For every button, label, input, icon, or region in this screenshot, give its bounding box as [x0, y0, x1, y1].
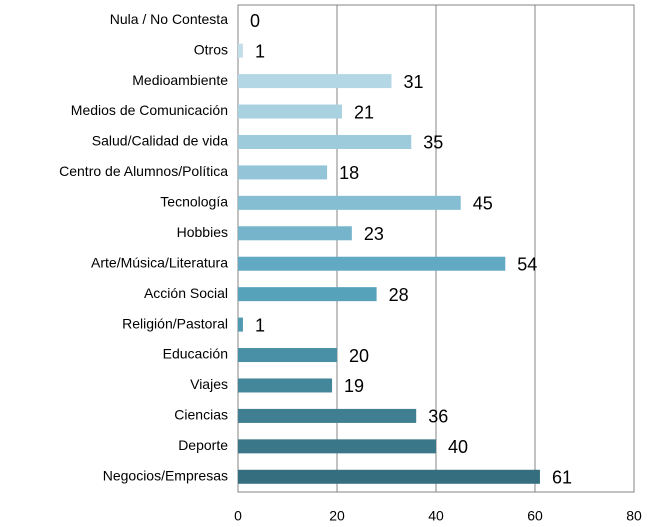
bar	[238, 195, 461, 210]
value-label: 40	[448, 437, 468, 457]
bar	[238, 226, 352, 241]
x-tick-label: 80	[626, 508, 642, 524]
bar	[238, 104, 342, 119]
category-label: Salud/Calidad de vida	[92, 133, 228, 149]
bar	[238, 165, 328, 180]
value-label: 19	[344, 376, 364, 396]
bar	[238, 43, 243, 58]
value-label: 45	[473, 194, 493, 214]
x-tick-label: 40	[428, 508, 444, 524]
category-label: Medioambiente	[132, 72, 228, 88]
value-label: 1	[255, 315, 265, 335]
bar	[238, 256, 506, 271]
category-label: Medios de Comunicación	[71, 102, 228, 118]
bar	[238, 74, 392, 89]
category-label: Centro de Alumnos/Política	[59, 163, 228, 179]
category-label: Hobbies	[177, 224, 228, 240]
value-label: 36	[428, 407, 448, 427]
category-label: Ciencias	[174, 407, 228, 423]
x-tick-label: 20	[329, 508, 345, 524]
category-label: Religión/Pastoral	[122, 315, 228, 331]
category-label: Otros	[194, 41, 228, 57]
value-label: 20	[349, 346, 369, 366]
value-label: 54	[517, 254, 537, 274]
value-label: 0	[250, 11, 260, 31]
value-label: 31	[403, 72, 423, 92]
value-label: 1	[255, 41, 265, 61]
value-label: 23	[364, 224, 384, 244]
x-tick-label: 60	[527, 508, 543, 524]
category-label: Arte/Música/Literatura	[91, 254, 228, 270]
category-label: Deporte	[178, 437, 228, 453]
value-label: 35	[423, 133, 443, 153]
bar	[238, 134, 412, 149]
category-label: Tecnología	[160, 194, 228, 210]
bar	[238, 287, 377, 302]
bar	[238, 348, 337, 363]
category-label: Viajes	[190, 376, 228, 392]
bar	[238, 378, 333, 393]
value-label: 28	[389, 285, 409, 305]
value-label: 61	[552, 468, 572, 488]
category-label: Acción Social	[144, 285, 228, 301]
x-tick-label: 0	[234, 508, 242, 524]
bar	[238, 469, 540, 484]
bar	[238, 408, 417, 423]
bar	[238, 317, 243, 332]
value-label: 18	[339, 163, 359, 183]
category-label: Nula / No Contesta	[110, 11, 228, 27]
bar	[238, 439, 436, 454]
category-label: Educación	[163, 346, 228, 362]
value-label: 21	[354, 102, 374, 122]
category-label: Negocios/Empresas	[103, 467, 228, 483]
